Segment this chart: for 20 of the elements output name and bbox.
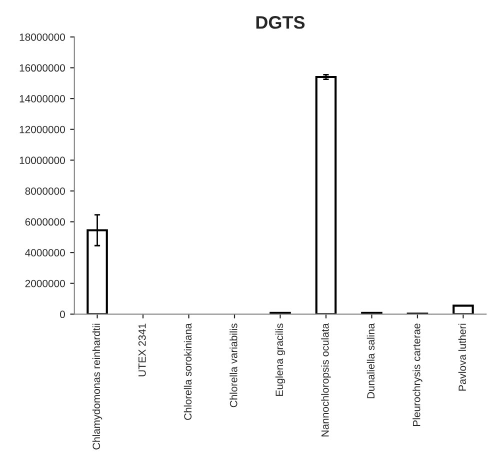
y-tick-label: 8000000 (25, 187, 65, 195)
x-tick-label: Pleurochrysis carterae (412, 324, 422, 426)
x-tick-label: Chlorella variabilis (230, 324, 238, 408)
x-tick-label: Nannochloropsis oculata (321, 323, 331, 436)
y-tick-label: 6000000 (25, 218, 65, 226)
y-tick-label: 0 (60, 310, 65, 318)
chart-title: DGTS (256, 16, 305, 29)
y-tick-label: 14000000 (20, 95, 65, 102)
y-tick-label: 4000000 (25, 249, 65, 256)
x-tick-label: UTEX 2341 (138, 324, 146, 376)
x-tick-label: Chlamydomonas reinhardtii (92, 324, 102, 450)
x-tick-label: Euglena gracilis (275, 324, 286, 396)
x-tick-label: Pavlova lutheri (458, 324, 466, 391)
x-tick-label: Chlorella sorokiniana (184, 323, 192, 420)
y-tick-label: 2000000 (25, 280, 65, 288)
y-tick-label: 10000000 (20, 156, 65, 164)
y-tick-label: 16000000 (20, 64, 65, 72)
x-tick-label: Dunaliella salina (366, 323, 375, 398)
y-tick-label: 12000000 (20, 126, 65, 134)
y-tick-label: 18000000 (20, 33, 65, 41)
